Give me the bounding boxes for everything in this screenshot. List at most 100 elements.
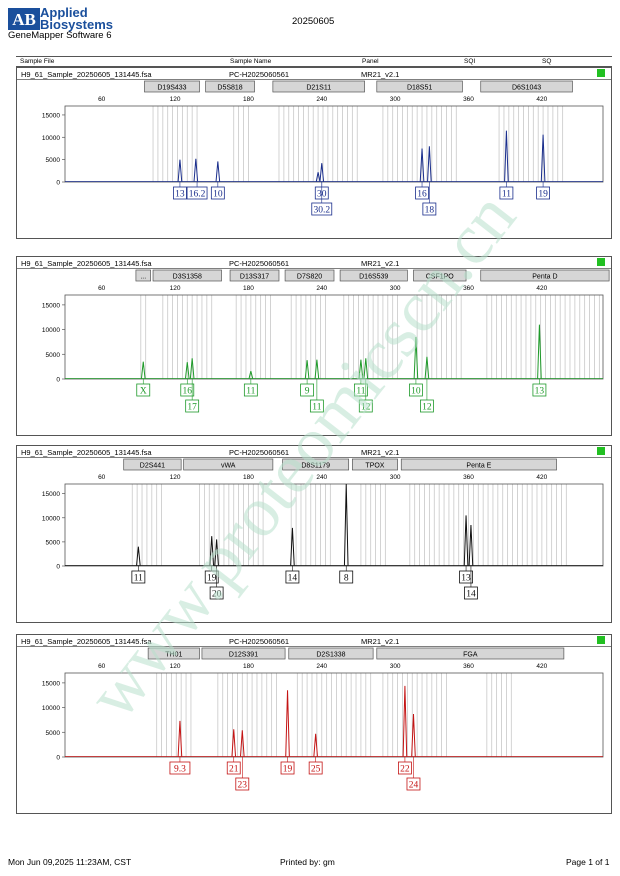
allele-call-box [536, 186, 550, 200]
allele-call-label: 30.2 [313, 206, 330, 216]
trace-peak [304, 360, 310, 379]
sq-status-indicator [597, 636, 605, 644]
trace-peak [140, 361, 146, 379]
page-number: Page 1 of 1 [566, 857, 610, 867]
marker-bar [376, 647, 565, 660]
sample-name-label: PC-H2025060561 [229, 259, 289, 268]
panel-label: MR21_v2.1 [361, 70, 399, 79]
x-tick-label: 120 [170, 663, 181, 670]
marker-label: Penta E [466, 463, 491, 470]
y-tick-label: 5000 [46, 157, 61, 164]
trace-peak [504, 130, 509, 182]
allele-call-label: 19 [538, 190, 548, 200]
marker-bar [123, 458, 182, 471]
trace-peak [136, 546, 141, 566]
allele-call-label: 11 [356, 387, 365, 397]
allele-call-label: 14 [466, 590, 476, 600]
marker-label: CSF1PO [426, 274, 455, 281]
x-tick-label: 240 [316, 285, 327, 292]
x-tick-label: 300 [390, 663, 401, 670]
electropherogram-panel-red: H9_61_Sample_20250605_131445.fsa PC-H2025… [16, 634, 612, 814]
panel-label: MR21_v2.1 [361, 259, 399, 268]
x-tick-label: 120 [170, 474, 181, 481]
sample-name-label: PC-H2025060561 [229, 637, 289, 646]
x-tick-label: 60 [98, 285, 106, 292]
allele-call-label: 13 [175, 190, 185, 200]
sample-name-label: PC-H2025060561 [229, 448, 289, 457]
allele-call-box [358, 399, 373, 413]
x-tick-label: 420 [536, 474, 547, 481]
x-tick-label: 180 [243, 474, 254, 481]
allele-call-box [180, 383, 195, 397]
x-tick-label: 60 [98, 96, 106, 103]
allele-call-box [409, 383, 423, 397]
allele-call-label: 24 [409, 781, 419, 791]
trace-peak [184, 362, 190, 379]
panel-label: MR21_v2.1 [361, 448, 399, 457]
allele-call-box [210, 186, 225, 200]
allele-call-label: 11 [502, 190, 511, 200]
trace-peak [193, 158, 199, 182]
trace-peak [177, 720, 183, 757]
applied-biosystems-logo: AB Applied Biosystems [8, 6, 138, 40]
trace-peak [285, 690, 290, 757]
x-tick-label: 420 [536, 285, 547, 292]
allele-call-box [459, 570, 473, 584]
marker-label: FGA [463, 652, 478, 659]
logo-line-1: Applied [40, 5, 88, 20]
allele-call-label: 11 [246, 387, 255, 397]
allele-call-box [398, 761, 412, 775]
sample-file-label: H9_61_Sample_20250605_131445.fsa [21, 448, 152, 457]
col-panel: Panel [362, 58, 379, 65]
allele-call-box [131, 570, 146, 584]
allele-call-box [300, 383, 315, 397]
trace-peak [411, 713, 416, 757]
allele-call-label: 13 [461, 574, 471, 584]
allele-call-box [415, 186, 429, 200]
allele-call-box [235, 777, 250, 791]
trace-peak [239, 730, 245, 757]
allele-call-label: 25 [311, 765, 321, 775]
allele-call-box [243, 383, 258, 397]
x-tick-label: 360 [463, 663, 474, 670]
x-tick-label: 360 [463, 96, 474, 103]
allele-call-box [173, 186, 187, 200]
x-tick-label: 420 [536, 96, 547, 103]
allele-call-box [308, 761, 323, 775]
allele-call-box [226, 761, 241, 775]
plot-frame [64, 294, 604, 380]
allele-call-box [204, 570, 219, 584]
marker-label: D2S1338 [316, 652, 345, 659]
trace-peak [537, 324, 542, 379]
plot-frame [64, 483, 604, 567]
electropherogram-panel-green: H9_61_Sample_20250605_131445.fsa PC-H2025… [16, 256, 612, 436]
trace-peak [343, 483, 349, 566]
col-sample-file: Sample File [20, 58, 55, 65]
x-tick-label: 300 [390, 96, 401, 103]
x-tick-label: 180 [243, 285, 254, 292]
marker-bar [135, 269, 151, 282]
y-tick-label: 15000 [42, 302, 60, 309]
trace-peak [540, 134, 546, 182]
trace-peak [419, 148, 425, 182]
marker-bar [272, 80, 365, 93]
trace-peak [189, 358, 195, 379]
marker-bar [288, 647, 374, 660]
marker-bar [480, 80, 573, 93]
electropherogram-green: H9_61_Sample_20250605_131445.fsa PC-H2025… [17, 258, 611, 413]
trace-peak [358, 359, 364, 379]
marker-bar [480, 269, 610, 282]
allele-call-box [285, 570, 300, 584]
marker-label: D3S1358 [173, 274, 202, 281]
trace-peak [313, 733, 318, 757]
ab-logo-icon: AB [8, 8, 40, 30]
allele-call-label: 9.3 [174, 765, 186, 775]
col-sqi: SQI [464, 58, 476, 65]
y-tick-label: 0 [56, 377, 60, 384]
marker-bar [413, 269, 467, 282]
marker-bar [376, 80, 463, 93]
marker-label: vWA [221, 463, 236, 470]
marker-bar [339, 269, 408, 282]
marker-label: D7S820 [297, 274, 322, 281]
marker-bar [205, 80, 255, 93]
